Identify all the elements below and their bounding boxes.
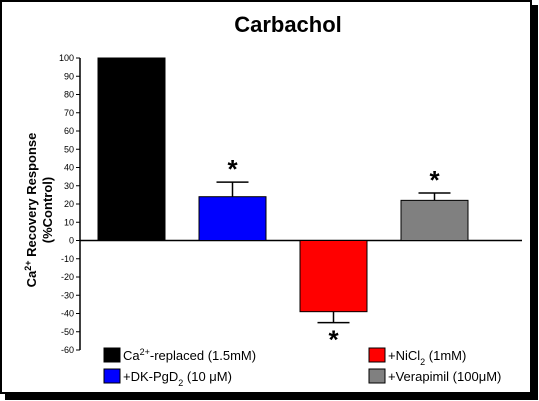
legend-swatch [103, 368, 121, 384]
legend-entry: Ca2+-replaced (1.5mM) [103, 347, 256, 363]
bar [299, 240, 368, 313]
legend-label-tail: (1mM) [425, 348, 466, 363]
legend-label-sub: 2 [178, 378, 183, 388]
legend-label-prefix: +Verapimil (100 [388, 369, 479, 384]
y-axis-label-line2: (%Control) [40, 177, 55, 243]
y-axis-label-line1: Ca2+ Recovery Response [23, 133, 39, 288]
bar [97, 57, 166, 241]
y-tick-label: 30 [64, 181, 74, 191]
y-tick-label: 10 [64, 217, 74, 227]
legend-entry: +DK-PgD2 (10 μM) [103, 368, 232, 388]
y-tick-label: -40 [61, 309, 74, 319]
legend-label: +NiCl2 (1mM) [388, 348, 466, 367]
y-axis-label-prefix: Ca [24, 270, 39, 287]
y-tick-label: -20 [61, 272, 74, 282]
significance-star: * [227, 154, 238, 184]
y-tick-label: 100 [59, 53, 74, 63]
legend-label: Ca2+-replaced (1.5mM) [123, 347, 256, 363]
y-tick-label: 20 [64, 199, 74, 209]
bars: * * * [97, 57, 469, 355]
significance-star: * [429, 165, 440, 195]
legend-label-tail: μM) [479, 369, 502, 384]
y-tick-label: -30 [61, 290, 74, 300]
y-tick-label: -50 [61, 327, 74, 337]
legend-label-prefix: +DK-PgD [123, 369, 178, 384]
y-tick-label: 80 [64, 90, 74, 100]
y-tick-label: 60 [64, 126, 74, 136]
y-tick-label: -10 [61, 254, 74, 264]
y-tick-label: -60 [61, 345, 74, 355]
legend-label-prefix: +NiCl [388, 348, 420, 363]
y-tick-label: 70 [64, 108, 74, 118]
legend-label-suffix: -replaced (1.5mM) [150, 348, 256, 363]
y-axis-label-suffix: Recovery Response [24, 133, 39, 261]
y-tick-label: 0 [69, 236, 74, 246]
legend-label-sup: 2+ [140, 347, 150, 357]
legend-swatch [368, 368, 386, 384]
y-tick-label: 90 [64, 71, 74, 81]
legend-entry: +Verapimil (100μM) [368, 368, 501, 384]
y-axis-label: Ca2+ Recovery Response (%Control) [23, 133, 55, 288]
legend-label: +Verapimil (100μM) [388, 369, 501, 384]
legend-label: +DK-PgD2 (10 μM) [123, 369, 232, 388]
legend-entry: +NiCl2 (1mM) [368, 347, 466, 367]
y-axis-label-sup: 2+ [23, 261, 33, 271]
legend-label-tail: (10 μM) [183, 369, 232, 384]
legend-label-prefix: Ca [123, 348, 140, 363]
legend: Ca2+-replaced (1.5mM)+DK-PgD2 (10 μM)+Ni… [103, 347, 501, 388]
y-tick-label: 50 [64, 144, 74, 154]
significance-star: * [328, 325, 339, 355]
legend-swatch [103, 347, 121, 363]
bar [400, 199, 469, 242]
y-tick-label: 40 [64, 163, 74, 173]
chart-title: Carbachol [234, 12, 342, 37]
legend-label-sub: 2 [420, 357, 425, 367]
legend-swatch [368, 347, 386, 363]
bar [198, 196, 267, 241]
